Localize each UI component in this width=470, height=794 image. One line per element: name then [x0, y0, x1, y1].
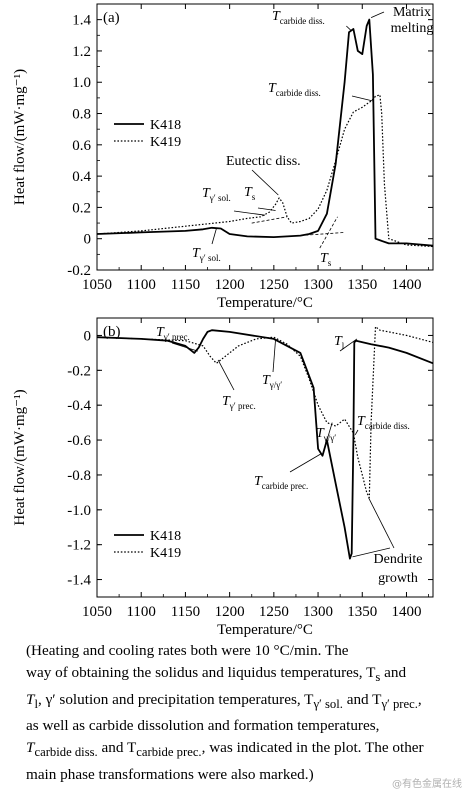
panel-b-annot-leader — [217, 359, 235, 391]
panel-a-annot-matrix-melting-line2: melting — [391, 21, 434, 36]
panel-b-annot-dendrite-growth-line2: growth — [378, 571, 418, 586]
panel-b-y-tick-label: -0.4 — [67, 398, 91, 414]
panel-b-annot-tgamma-prec-k418: Tγ′ prec. — [156, 325, 190, 342]
panel-b-y-tick-label: -1.4 — [67, 573, 91, 589]
panel-b-annot-leader — [289, 453, 321, 473]
panel-b-annot-leader — [354, 429, 359, 436]
panel-a-x-tick-label: 1250 — [259, 277, 289, 293]
panel-b-y-tick-label: 0 — [84, 328, 92, 344]
panel-a-legend-label-k418: K418 — [150, 118, 181, 133]
panel-b-annot-leader — [171, 342, 198, 352]
panel-b-x-tick-label: 1350 — [347, 604, 377, 620]
panel-a-x-tick-label: 1300 — [303, 277, 333, 293]
caption-line-5: Tcarbide diss. and Tcarbide prec., was i… — [26, 739, 424, 760]
figure: 1050 1100 1150 1200 1250 1300 1350 1400 1.4 1.2 1.… — [12, 3, 434, 638]
panel-a-annot-leader — [251, 169, 279, 196]
panel-b-x-axis-label: Temperature/°C — [217, 622, 313, 638]
panel-a-annot-leader — [346, 25, 352, 31]
panel-b-x-tick-label: 1050 — [82, 604, 112, 620]
panel-b-annot-dendrite-growth: Dendrite — [374, 552, 423, 567]
panel-b-annot-leader — [272, 338, 276, 373]
panel-b-y-tick-label: -0.2 — [67, 363, 91, 379]
panel-b-plot-frame — [96, 317, 434, 598]
panel-b-x-tick-label: 1250 — [259, 604, 289, 620]
panel-b-legend-label-k418: K418 — [150, 529, 181, 544]
panel-b-annot-tl: Tl — [334, 334, 345, 351]
panel-b-y-tick-label: -1.0 — [67, 503, 91, 519]
panel-a-annot-tgamma-sol-k419: Tγ′ sol. — [202, 186, 231, 203]
caption-line-1: (Heating and cooling rates both were 10 … — [26, 642, 349, 659]
panel-a-y-tick-label: 1.2 — [72, 44, 91, 60]
panel-b-annot-tcarbide-diss: Tcarbide diss. — [357, 414, 410, 431]
panel-b-annot-tgamma-gamma-k418: Tγ/γ′ — [262, 373, 282, 390]
panel-b-annot-leader — [326, 422, 333, 441]
panel-b-series-k419-line — [96, 326, 434, 499]
panel-a-x-tick-label: 1200 — [215, 277, 245, 293]
panel-a-annot-tgamma-sol-k418: Tγ′ sol. — [192, 246, 221, 263]
panel-b-legend-label-k419: K419 — [150, 546, 181, 561]
panel-a-x-tick-label: 1050 — [82, 277, 112, 293]
panel-a-y-tick-label: 0.2 — [72, 200, 91, 216]
panel-b-y-tick-label: -1.2 — [67, 538, 91, 554]
caption-line-2: way of obtaining the solidus and liquidu… — [26, 663, 407, 684]
panel-b-series-k418-line — [96, 329, 434, 560]
figure-caption: (Heating and cooling rates both were 10 … — [26, 640, 440, 786]
panel-a-y-tick-label: 1.0 — [72, 75, 91, 91]
panel-a-x-tick-label: 1100 — [126, 277, 155, 293]
panel-b-x-tick-label: 1400 — [391, 604, 421, 620]
panel-a-annot-leader — [351, 95, 373, 102]
panel-b-x-tick-label: 1300 — [303, 604, 333, 620]
panel-a-annot-tcarbide-diss-k419: Tcarbide diss. — [268, 81, 321, 98]
panel-a-y-tick-label: -0.2 — [67, 263, 91, 279]
panel-a-annot-leader — [211, 228, 217, 245]
panel-a-x-axis-label: Temperature/°C — [217, 295, 313, 311]
panel-b-label: (b) — [103, 324, 121, 340]
panel-a-annot-matrix-melting: Matrix — [393, 5, 431, 20]
panel-b-x-tick-label: 1200 — [215, 604, 245, 620]
panel-a-annot-ts-k418: Ts — [320, 251, 332, 268]
panel-b-annot-leader — [339, 338, 358, 352]
caption-line-4: as well as carbide dissolution and forma… — [26, 717, 380, 735]
panel-a-plot-frame — [96, 3, 434, 271]
panel-b-annot-tcarbide-prec: Tcarbide prec. — [254, 474, 308, 491]
panel-a-annot-eutectic-diss: Eutectic diss. — [226, 154, 301, 169]
panel-a-annot-leader — [233, 210, 266, 216]
panel-a-y-tick-label: 0.6 — [72, 138, 91, 154]
panel-a-x-tick-label: 1150 — [171, 277, 200, 293]
panel-a-y-tick-label: 0.8 — [72, 107, 91, 123]
watermark: @有色金属在线 — [392, 779, 462, 790]
panel-a-label: (a) — [103, 10, 120, 26]
caption-line-6: main phase transformations were also mar… — [26, 766, 314, 784]
panel-a-annot-tangent — [319, 216, 338, 249]
panel-a-y-axis-label: Heat flow/(mW·mg⁻¹) — [12, 69, 28, 205]
panel-a-series-k418-line — [96, 18, 434, 247]
panel-b-annot-leader — [368, 497, 395, 549]
panel-a-x-tick-label: 1400 — [391, 277, 421, 293]
panel-a-legend-label-k419: K419 — [150, 135, 181, 150]
panel-a-annot-tcarbide-diss-k418: Tcarbide diss. — [272, 9, 325, 26]
panel-a-y-tick-label: 0.4 — [72, 169, 91, 185]
panel-b-annot-tgamma-gamma-k419: Tγ/γ′ — [316, 426, 336, 443]
panel-b-x-tick-label: 1150 — [171, 604, 200, 620]
caption-line-3: Tl, γ′ solution and precipitation temper… — [26, 690, 422, 711]
panel-a-annot-leader — [370, 11, 385, 18]
panel-b-y-axis-label: Heat flow/(mW·mg⁻¹) — [12, 389, 28, 525]
panel-a-y-tick-label: 1.4 — [72, 13, 91, 29]
panel-b-annot-leader — [352, 547, 391, 558]
panel-a-annot-leader — [257, 207, 276, 211]
panel-a-y-tick-label: 0 — [84, 232, 92, 248]
panel-b-annot-tgamma-prec-k419: Tγ′ prec. — [222, 394, 256, 411]
panel-a-annot-tangent — [300, 232, 345, 236]
panel-a-series-k419-line — [96, 94, 434, 248]
panel-a-annot-tangent — [251, 216, 288, 224]
panel-a-x-tick-label: 1350 — [347, 277, 377, 293]
panel-b-x-tick-label: 1100 — [126, 604, 155, 620]
panel-b-y-tick-label: -0.8 — [67, 468, 91, 484]
panel-a-annot-ts-k419: Ts — [244, 185, 256, 202]
panel-b-y-tick-label: -0.6 — [67, 433, 91, 449]
